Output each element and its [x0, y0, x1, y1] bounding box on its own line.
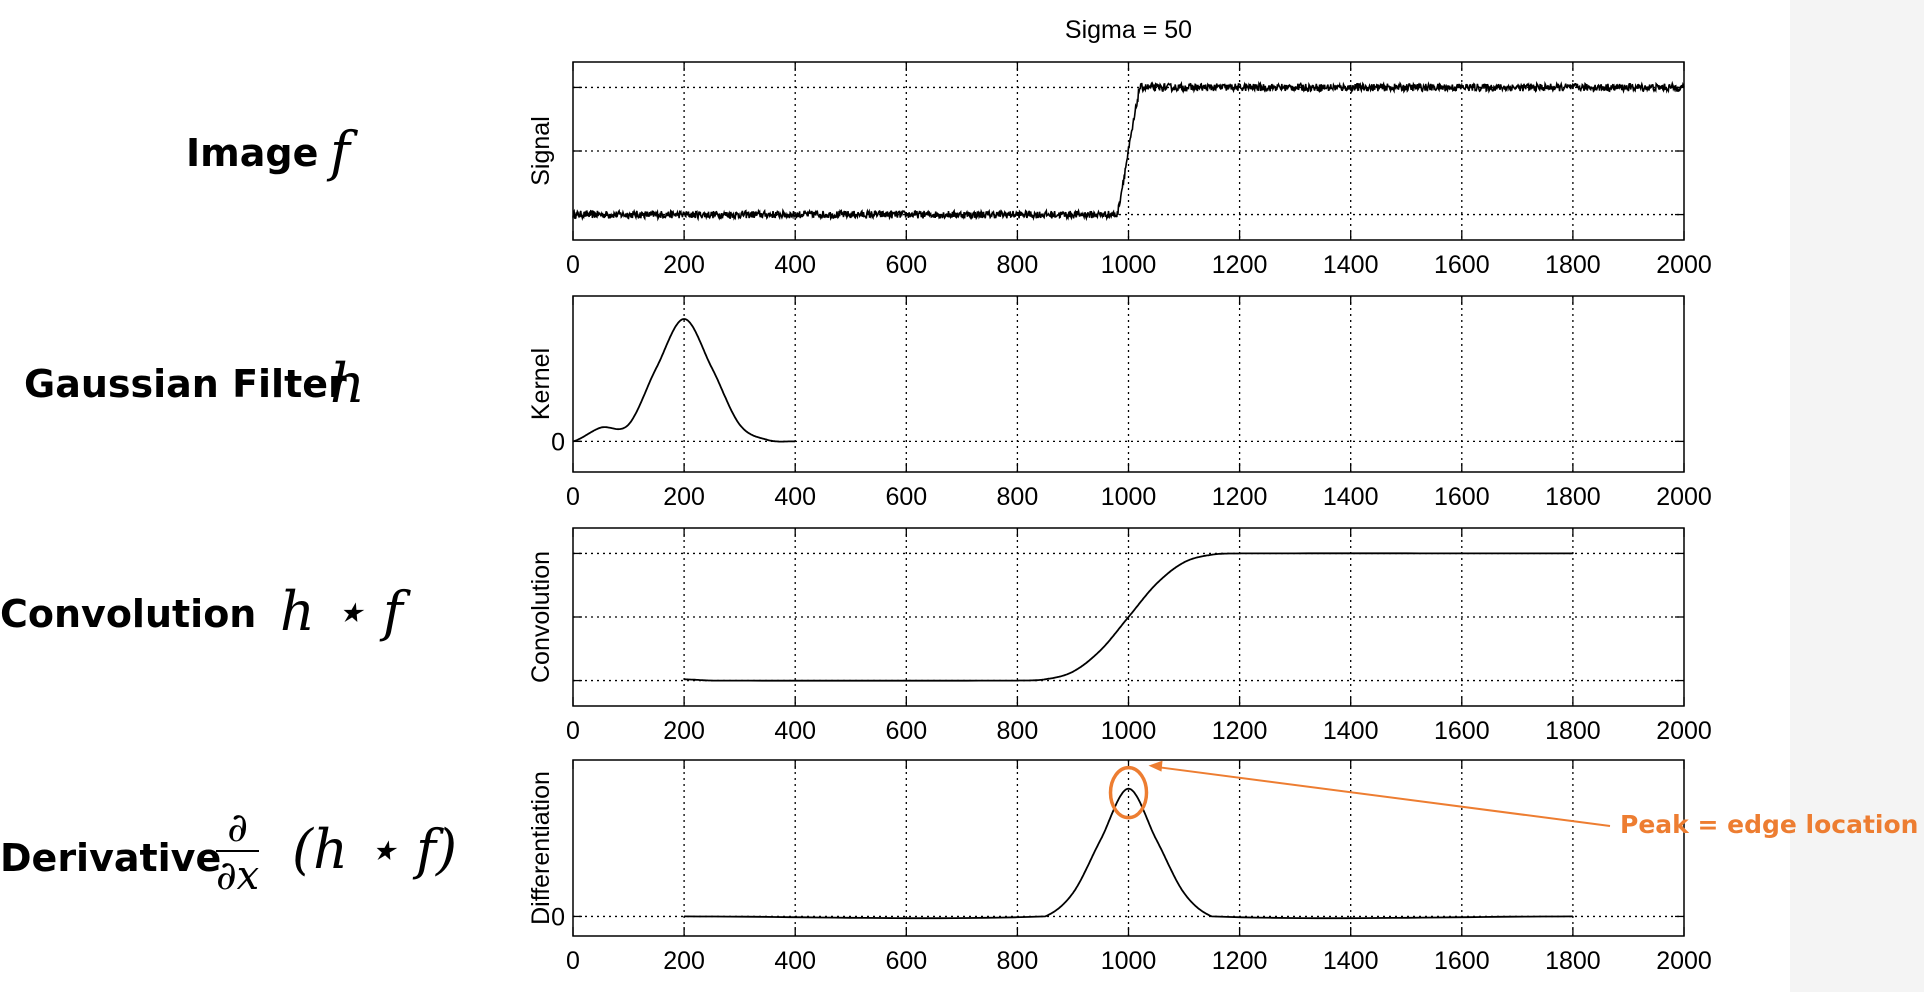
- x-tick-label: 1400: [1323, 251, 1379, 279]
- x-tick-label: 1000: [1101, 251, 1157, 279]
- math-gaussian-h: h: [330, 352, 365, 415]
- peak-annotation-label: Peak = edge location: [1620, 810, 1919, 839]
- peak-arrow-head: [1148, 760, 1163, 772]
- x-tick-label: 1200: [1212, 717, 1268, 745]
- row-label-convolution: Convolution: [0, 592, 257, 636]
- series-line: [684, 787, 1573, 920]
- x-tick-label: 1400: [1323, 717, 1379, 745]
- plot-frame: [572, 527, 1685, 707]
- y-axis-label: Differentiation: [527, 771, 555, 925]
- plot-frame: [572, 295, 1685, 473]
- row-label-derivative: Derivative: [0, 836, 222, 880]
- right-margin-strip: [1790, 0, 1924, 992]
- x-tick-label: 600: [885, 717, 927, 745]
- x-tick-label: 400: [774, 717, 816, 745]
- series-line: [684, 552, 1573, 682]
- x-tick-label: 2000: [1656, 483, 1712, 511]
- x-tick-label: 1600: [1434, 947, 1490, 975]
- x-tick-label: 400: [774, 483, 816, 511]
- plot-frame: [572, 61, 1685, 241]
- x-tick-label: 0: [566, 483, 580, 511]
- x-tick-label: 1000: [1101, 947, 1157, 975]
- x-tick-label: 1800: [1545, 717, 1601, 745]
- x-tick-label: 1200: [1212, 483, 1268, 511]
- x-tick-label: 800: [997, 251, 1039, 279]
- x-tick-label: 200: [663, 251, 705, 279]
- math-derivative-rest: (h ⋆ f): [292, 818, 458, 881]
- math-image-f: f: [330, 120, 350, 183]
- math-derivative-numerator: ∂: [227, 805, 248, 851]
- x-tick-label: 1400: [1323, 947, 1379, 975]
- x-tick-label: 600: [885, 483, 927, 511]
- x-tick-label: 2000: [1656, 947, 1712, 975]
- figure-title: Sigma = 50: [1065, 16, 1192, 44]
- peak-ellipse: [1108, 765, 1149, 820]
- x-tick-label: 1800: [1545, 483, 1601, 511]
- y-axis-label: Kernel: [527, 348, 555, 420]
- x-tick-label: 1400: [1323, 483, 1379, 511]
- x-tick-label: 400: [774, 947, 816, 975]
- x-tick-label: 1600: [1434, 251, 1490, 279]
- x-tick-label: 1000: [1101, 717, 1157, 745]
- math-derivative-fraction: ∂ ∂x: [216, 805, 260, 896]
- x-tick-label: 800: [997, 947, 1039, 975]
- math-derivative-denominator: ∂x: [216, 850, 260, 896]
- x-tick-label: 600: [885, 251, 927, 279]
- chart-stack: Sigma = 50 0 200 400 600 800 1000 1200 1400 1600 1…: [527, 16, 1712, 975]
- peak-arrow-line: [1154, 765, 1611, 827]
- x-tick-label: 800: [997, 717, 1039, 745]
- x-tick-label: 0: [566, 947, 580, 975]
- row-label-image: Image: [186, 131, 319, 175]
- x-tick-label: 1600: [1434, 483, 1490, 511]
- x-tick-label: 1600: [1434, 717, 1490, 745]
- x-tick-label: 200: [663, 483, 705, 511]
- y-tick-label: 0: [551, 903, 565, 931]
- x-tick-label: 1800: [1545, 947, 1601, 975]
- plot-frame: [572, 759, 1685, 937]
- math-convolution: h ⋆ f: [280, 580, 403, 643]
- x-tick-label: 1800: [1545, 251, 1601, 279]
- x-tick-label: 2000: [1656, 717, 1712, 745]
- y-axis-label: Convolution: [527, 551, 555, 683]
- series-line: [572, 318, 796, 443]
- x-tick-label: 2000: [1656, 251, 1712, 279]
- series-line: [572, 80, 1685, 222]
- x-tick-label: 200: [663, 717, 705, 745]
- y-tick-label: 0: [551, 428, 565, 456]
- row-label-gaussian: Gaussian Filter: [24, 362, 347, 406]
- y-axis-label: Signal: [527, 116, 555, 186]
- x-tick-label: 400: [774, 251, 816, 279]
- x-tick-label: 0: [566, 717, 580, 745]
- x-tick-label: 200: [663, 947, 705, 975]
- x-tick-label: 1200: [1212, 947, 1268, 975]
- x-tick-label: 1200: [1212, 251, 1268, 279]
- x-tick-label: 600: [885, 947, 927, 975]
- x-tick-label: 0: [566, 251, 580, 279]
- x-tick-label: 1000: [1101, 483, 1157, 511]
- x-tick-label: 800: [997, 483, 1039, 511]
